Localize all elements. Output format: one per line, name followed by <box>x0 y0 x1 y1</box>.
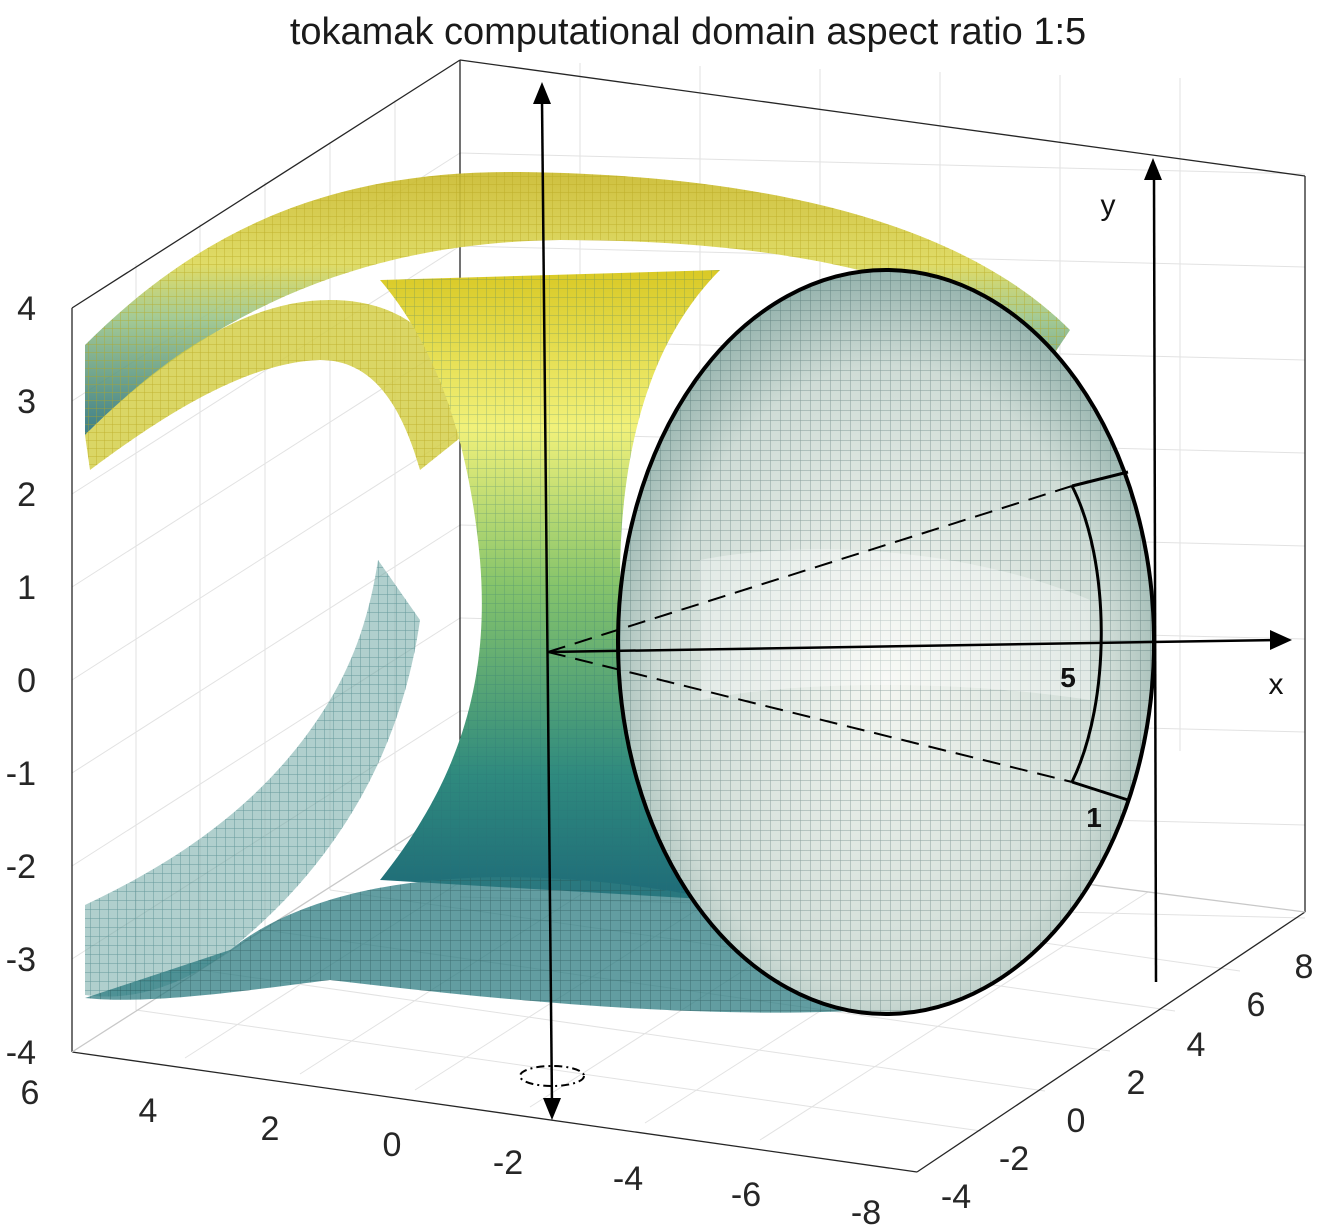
z-tick: 2 <box>17 476 36 514</box>
y-tick: 0 <box>1067 1102 1086 1140</box>
x-tick: -4 <box>613 1160 643 1198</box>
annotations <box>519 82 1292 1120</box>
vertical-axis <box>540 99 554 1106</box>
x-tick: 6 <box>21 1074 40 1112</box>
major-radius-label: 5 <box>1060 662 1076 693</box>
y-tick: 2 <box>1127 1064 1146 1102</box>
minor-radius-bracket-lower <box>1071 780 1129 802</box>
y-tick: 4 <box>1187 1026 1206 1064</box>
y-tick: 8 <box>1295 948 1314 986</box>
dashed-radius-lower <box>547 651 1073 783</box>
x-tick: 2 <box>261 1110 280 1148</box>
z-axis-ticks: 4 3 2 1 0 -1 -2 -3 -4 <box>6 290 36 1072</box>
minor-radius-label: 1 <box>1086 802 1102 833</box>
local-x-arrow <box>1270 630 1292 650</box>
minor-radius-bracket-upper <box>1071 470 1129 488</box>
origin-dashdot-circle <box>519 1065 585 1087</box>
local-y-axis <box>1152 175 1158 983</box>
y-tick: -2 <box>999 1140 1029 1178</box>
z-tick: -1 <box>6 755 36 793</box>
inner-circle-arc <box>1070 485 1103 783</box>
y-tick: -4 <box>941 1178 971 1216</box>
z-tick: 4 <box>17 290 36 328</box>
vertical-axis-down-arrow <box>543 1098 561 1120</box>
x-tick: 4 <box>139 1092 158 1130</box>
vertical-axis-up-arrow <box>533 82 551 104</box>
z-tick: 1 <box>17 569 36 607</box>
local-y-label: y <box>1101 189 1116 222</box>
figure-title: tokamak computational domain aspect rati… <box>290 11 1086 53</box>
local-x-label: x <box>1269 668 1284 701</box>
torus-surface <box>85 171 1156 1016</box>
x-tick: -8 <box>851 1194 881 1232</box>
x-tick: -6 <box>731 1176 761 1214</box>
z-tick: -2 <box>6 848 36 886</box>
x-tick: -2 <box>493 1144 523 1182</box>
z-tick: 3 <box>17 383 36 421</box>
z-tick: -3 <box>6 941 36 979</box>
dashed-radius-upper <box>547 485 1073 653</box>
local-y-arrow <box>1144 158 1162 180</box>
z-tick: -4 <box>6 1034 36 1072</box>
x-tick: 0 <box>383 1126 402 1164</box>
y-tick: 6 <box>1247 986 1266 1024</box>
x-axis-ticks: 6 4 2 0 -2 -4 -6 -8 <box>21 1074 882 1232</box>
local-x-axis <box>547 638 1276 654</box>
y-axis-ticks: 8 6 4 2 0 -2 -4 <box>941 948 1314 1216</box>
z-tick: 0 <box>17 662 36 700</box>
